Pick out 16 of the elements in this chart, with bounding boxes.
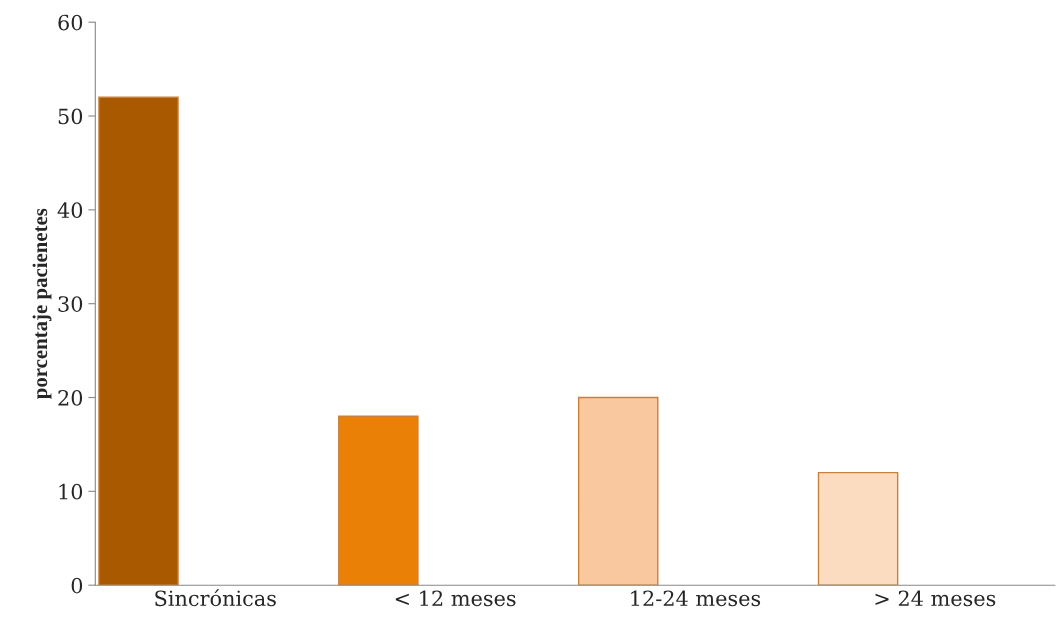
- y-tick-label: 0: [71, 577, 83, 594]
- y-axis-title: porcentaje pacienetes: [32, 208, 52, 399]
- y-tick-label: 10: [59, 483, 83, 500]
- x-tick-label: < 12 meses: [395, 590, 516, 607]
- y-tick-label: 40: [57, 202, 83, 219]
- x-tick-label: 12-24 meses: [631, 590, 761, 607]
- x-tick-label: > 24 meses: [875, 590, 996, 607]
- x-tick-label: Sincrónicas: [155, 589, 276, 607]
- y-tick-label: 60: [58, 14, 83, 31]
- bar: [577, 396, 659, 586]
- bar: [817, 471, 899, 586]
- y-tick-label: 30: [58, 296, 83, 312]
- bar: [338, 415, 419, 586]
- y-tick-label: 20: [58, 389, 83, 406]
- bar: [98, 96, 179, 586]
- y-tick-label: 50: [58, 108, 83, 125]
